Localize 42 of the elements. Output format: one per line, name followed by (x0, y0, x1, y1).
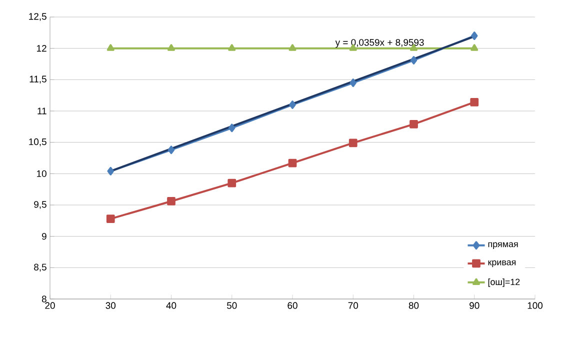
legend-label: кривая (488, 260, 516, 268)
point (348, 138, 358, 148)
point (470, 32, 478, 40)
x-tick-label: 50 (226, 302, 237, 309)
point (168, 146, 175, 154)
y-tick-label: 10 (37, 170, 46, 178)
x-tick-label: 70 (348, 302, 358, 309)
y-tick-label: 8,5 (34, 264, 46, 272)
point (350, 78, 357, 87)
y-tick-label: 11,5 (30, 76, 46, 84)
point (106, 214, 115, 223)
point (289, 100, 296, 109)
point (228, 44, 236, 51)
point (470, 44, 478, 51)
point (470, 98, 479, 106)
x-tick-label: 40 (166, 302, 176, 309)
y-tick-label: 11 (38, 108, 46, 114)
x-tick-label: 90 (470, 302, 480, 309)
y-tick-label: 9,5 (34, 201, 46, 209)
legend-label: прямая (488, 242, 518, 249)
point (410, 56, 418, 64)
x-tick-label: 60 (288, 302, 298, 309)
point (288, 44, 296, 51)
x-tick-label: 20 (45, 302, 55, 309)
point (288, 158, 297, 168)
point (410, 120, 418, 128)
y-tick-label: 9 (42, 232, 46, 240)
x-tick-label: 80 (408, 302, 419, 309)
y-tick-label: 8 (42, 296, 46, 302)
point (228, 124, 236, 132)
point (106, 44, 114, 51)
point (228, 178, 236, 188)
annotation: y = 0,0359x + 8,9593 (335, 39, 424, 48)
y-tick-label: 12 (37, 45, 46, 52)
y-tick-label: 10,5 (29, 138, 46, 146)
y-tick-label: 12,5 (29, 13, 46, 21)
legend-label: [ош]=12 (488, 278, 520, 287)
x-tick-label: 100 (528, 302, 543, 309)
point (167, 197, 176, 206)
x-tick-label: 30 (106, 302, 116, 309)
point (107, 166, 114, 176)
point (167, 44, 176, 51)
